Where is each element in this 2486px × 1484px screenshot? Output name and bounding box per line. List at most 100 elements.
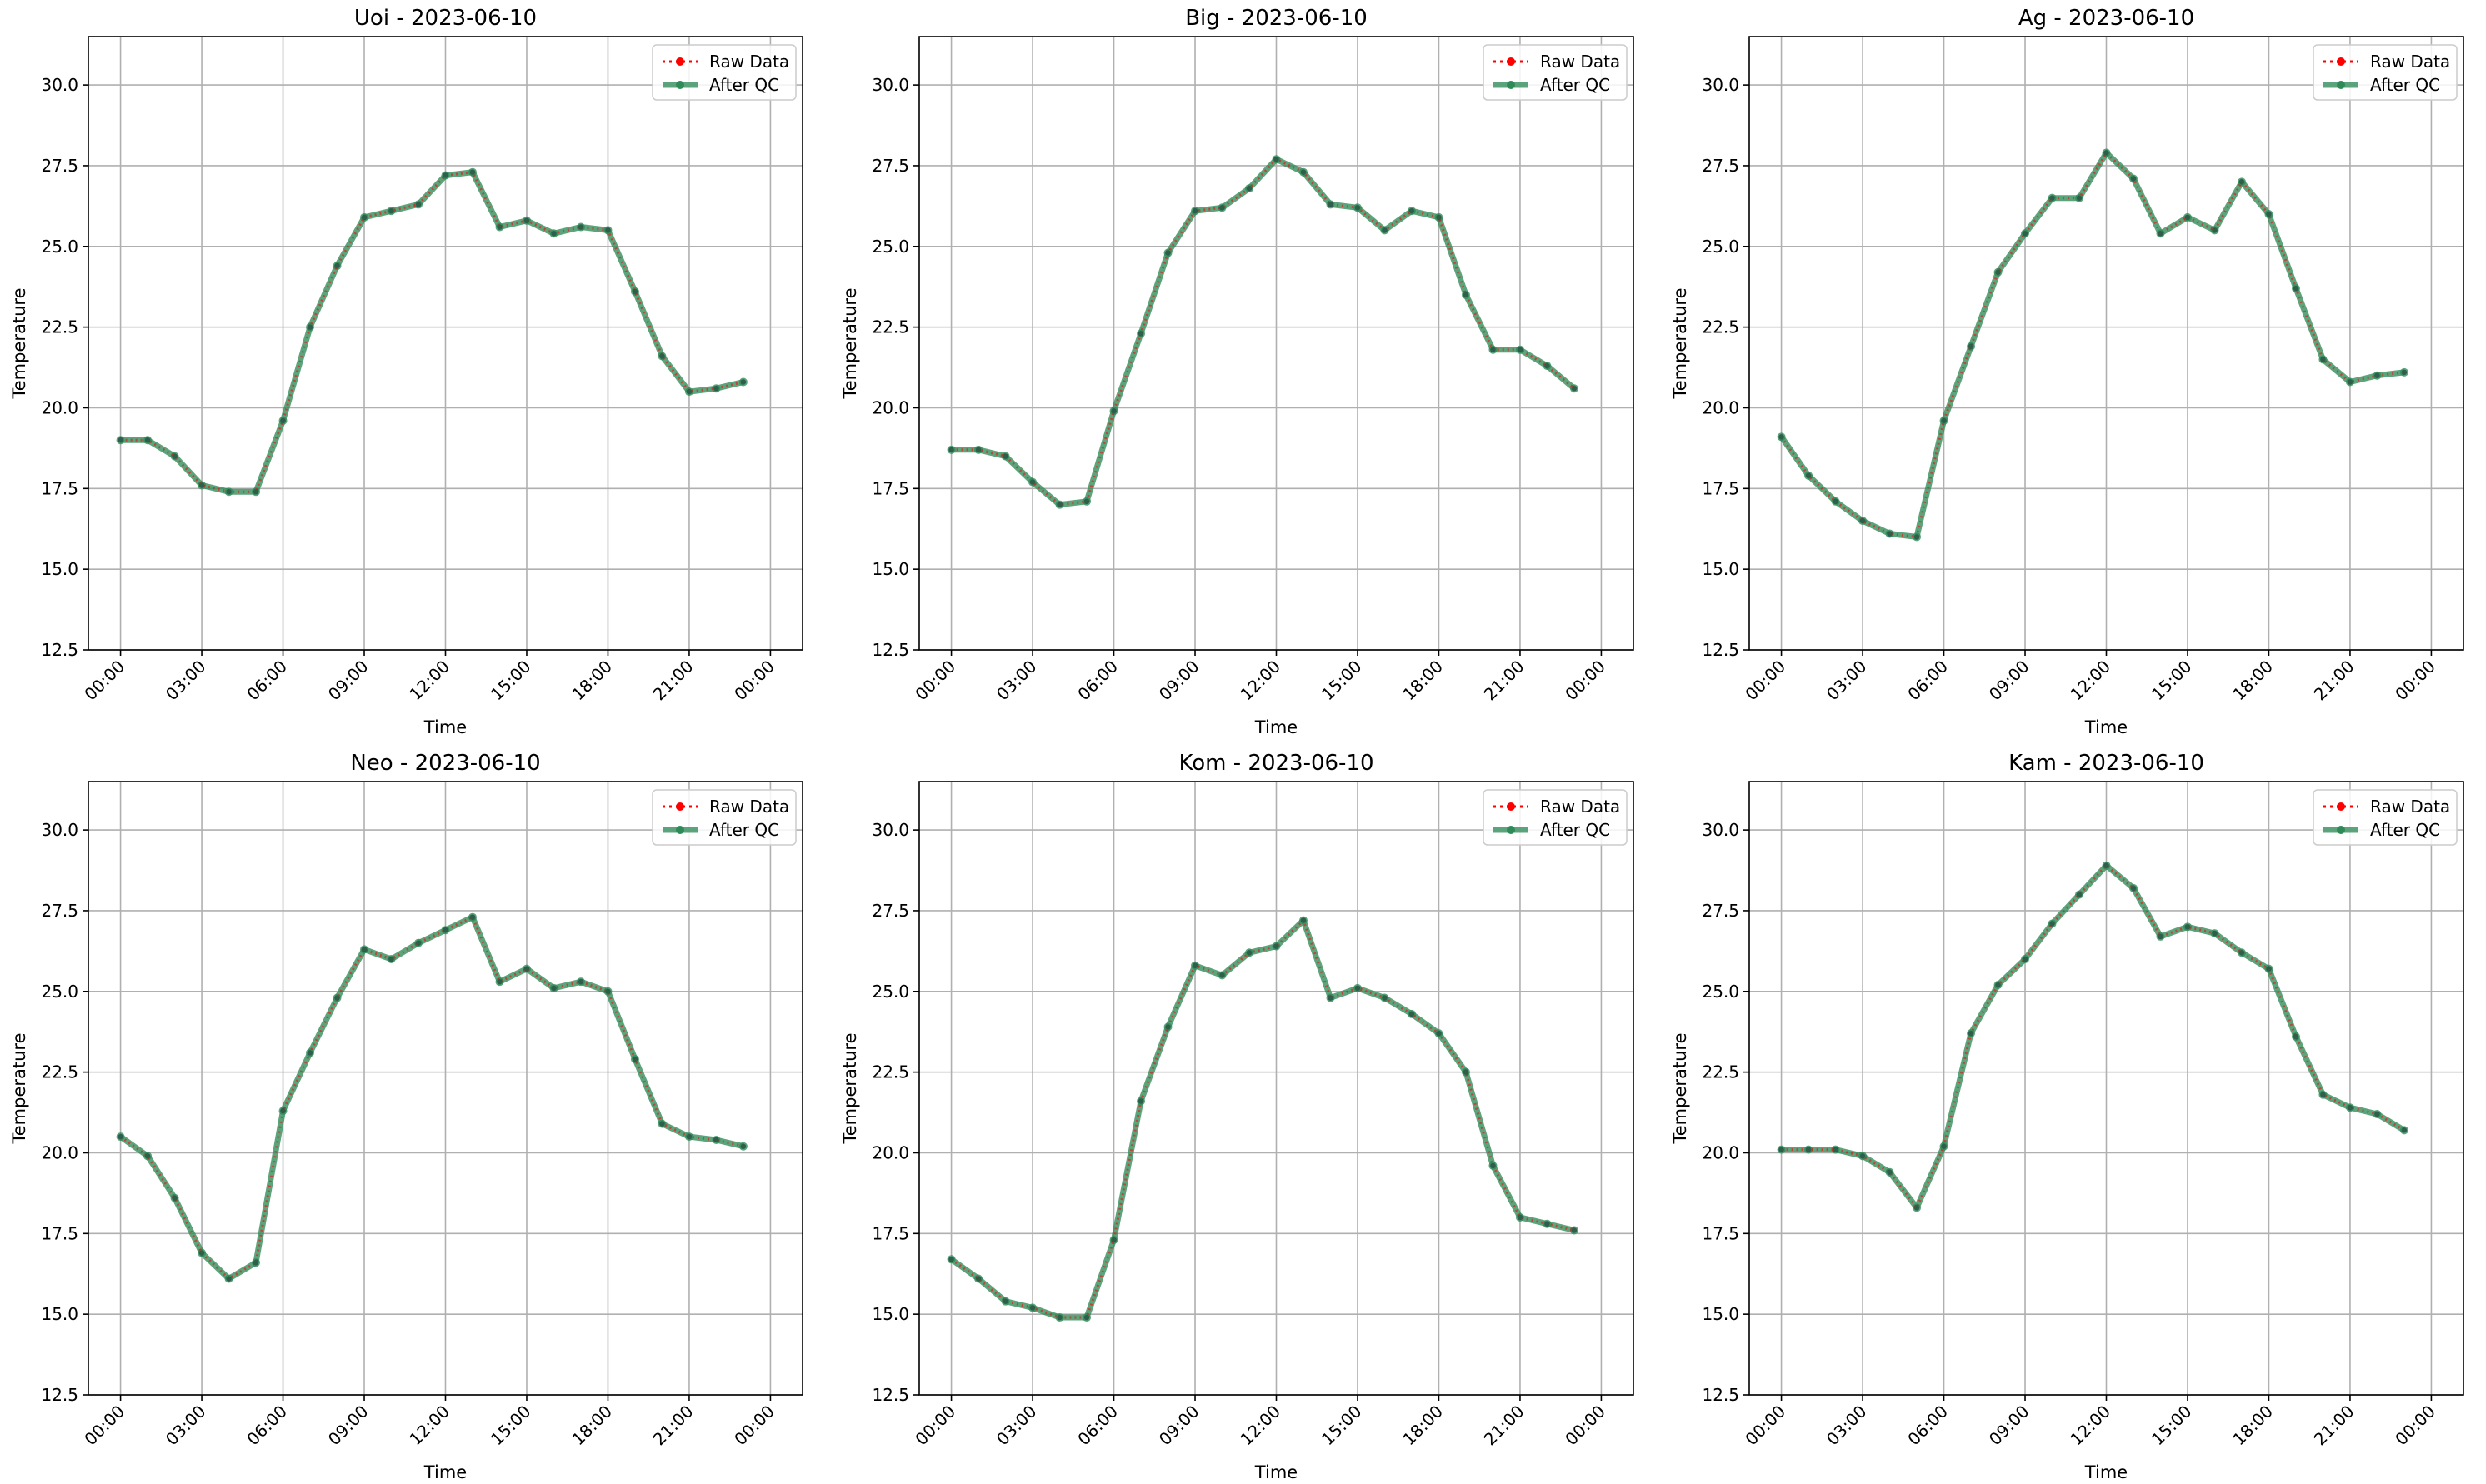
raw-data-point: [1273, 943, 1279, 949]
raw-data-point: [1029, 1305, 1036, 1311]
x-tick-label: 00:00: [1561, 657, 1609, 705]
raw-data-point: [361, 947, 368, 952]
legend-raw-label: Raw Data: [2370, 52, 2450, 72]
raw-data-point: [2266, 966, 2272, 972]
x-tick-label: 15:00: [1318, 657, 1366, 705]
legend: Raw Data After QC: [1483, 44, 1628, 101]
x-tick-label: 09:00: [1985, 1402, 2033, 1450]
raw-data-point: [2347, 379, 2353, 385]
x-tick-label: 00:00: [730, 657, 778, 705]
x-tick-label: 09:00: [1155, 1402, 1203, 1450]
y-tick-label: 22.5: [1702, 1062, 1739, 1082]
x-axis-label: Time: [423, 1462, 467, 1482]
legend-qc-label: After QC: [1540, 820, 1610, 840]
chart-panel-6: Kam - 2023-06-10 00:00 03:00 06:00 09:00 12:0…: [1670, 751, 2464, 1482]
raw-data-point: [1778, 434, 1784, 440]
legend-qc-label: After QC: [1540, 75, 1610, 95]
raw-data-point: [1463, 1069, 1469, 1075]
x-tick-label: 03:00: [162, 1402, 210, 1450]
raw-data-point: [1003, 453, 1008, 459]
raw-data-point: [1057, 1314, 1063, 1321]
raw-data-point: [415, 940, 422, 946]
y-tick-label: 27.5: [872, 901, 909, 921]
legend-raw-label: Raw Data: [2370, 797, 2450, 817]
raw-data-point: [307, 324, 313, 330]
raw-data-point: [948, 447, 954, 453]
raw-data-point: [1805, 1147, 1812, 1152]
raw-data-point: [1246, 185, 1253, 192]
y-tick-label: 25.0: [872, 237, 909, 257]
raw-data-point: [1571, 386, 1578, 392]
raw-data-point: [469, 914, 476, 920]
x-tick-label: 12:00: [2066, 1402, 2114, 1450]
grid-lines: [1749, 782, 2463, 1396]
raw-data-point: [1995, 269, 2001, 275]
series-raw-data: [948, 917, 1578, 1321]
x-tick-label: 00:00: [1561, 1402, 1609, 1450]
x-tick-label: 03:00: [1823, 657, 1871, 705]
x-tick-label: 03:00: [1823, 1402, 1871, 1450]
legend: Raw Data After QC: [2313, 789, 2458, 846]
raw-data-point: [551, 231, 557, 237]
grid-lines: [88, 37, 803, 651]
y-tick-label: 12.5: [872, 1385, 909, 1405]
y-tick-label: 17.5: [41, 1223, 78, 1243]
y-tick-label: 20.0: [872, 1142, 909, 1162]
raw-data-point: [280, 1107, 286, 1114]
raw-data-point: [2022, 956, 2028, 962]
raw-data-point: [1029, 479, 1036, 485]
x-tick-label: 21:00: [649, 657, 698, 705]
series-raw-data: [948, 157, 1578, 507]
after-qc-line: [1781, 862, 2406, 1211]
raw-data-point: [2076, 892, 2083, 897]
raw-data-point: [2049, 195, 2055, 201]
raw-data-point: [388, 956, 394, 962]
raw-data-point: [632, 1056, 638, 1062]
raw-data-point: [1805, 472, 1812, 479]
raw-data-point: [551, 985, 557, 992]
y-axis-label: Temperature: [840, 287, 860, 399]
y-tick-label: 15.0: [41, 559, 78, 579]
y-tick-label: 20.0: [1702, 397, 1739, 417]
x-tick-label: 12:00: [2066, 657, 2114, 705]
x-tick-label: 03:00: [993, 1402, 1041, 1450]
x-tick-label: 18:00: [568, 657, 616, 705]
raw-data-point: [1913, 1205, 1920, 1211]
after-qc-line: [1778, 150, 2405, 540]
raw-data-point: [144, 1153, 151, 1159]
raw-data-point: [361, 214, 368, 221]
raw-data-point: [1111, 1237, 1117, 1243]
raw-data-point: [253, 1259, 259, 1266]
series-raw-data: [118, 914, 747, 1282]
legend: Raw Data After QC: [652, 789, 797, 846]
y-tick-label: 17.5: [1702, 1223, 1739, 1243]
legend-raw-label: Raw Data: [709, 52, 789, 72]
x-tick-label: 00:00: [80, 657, 128, 705]
raw-data-point: [713, 386, 719, 392]
x-tick-label: 06:00: [1903, 1402, 1952, 1450]
chart-panel-4: Neo - 2023-06-10 00:00 03:00 06:00 09:00 12:0…: [9, 751, 803, 1482]
raw-data-point: [1354, 985, 1361, 992]
raw-data-line: [119, 915, 744, 1281]
series-after-qc: [116, 912, 748, 1283]
y-axis-label: Temperature: [1670, 287, 1690, 399]
raw-data-point: [2130, 885, 2137, 892]
x-tick-label: 12:00: [405, 1402, 453, 1450]
y-tick-label: 12.5: [41, 640, 78, 660]
after-qc-line: [949, 917, 1575, 1321]
legend-raw-label: Raw Data: [709, 797, 789, 817]
y-tick-label: 22.5: [872, 317, 909, 337]
y-tick-label: 20.0: [872, 397, 909, 417]
raw-data-point: [1165, 250, 1171, 256]
x-tick-label: 15:00: [2148, 1402, 2196, 1450]
raw-data-point: [1246, 950, 1253, 956]
y-tick-label: 30.0: [41, 820, 78, 840]
raw-data-point: [1300, 169, 1307, 175]
x-tick-label: 12:00: [1236, 657, 1284, 705]
chart-title: Neo - 2023-06-10: [350, 751, 540, 776]
legend-qc-marker: [2337, 826, 2345, 834]
raw-data-point: [1436, 1030, 1442, 1037]
raw-data-point: [172, 453, 178, 459]
x-tick-label: 00:00: [911, 1402, 959, 1450]
